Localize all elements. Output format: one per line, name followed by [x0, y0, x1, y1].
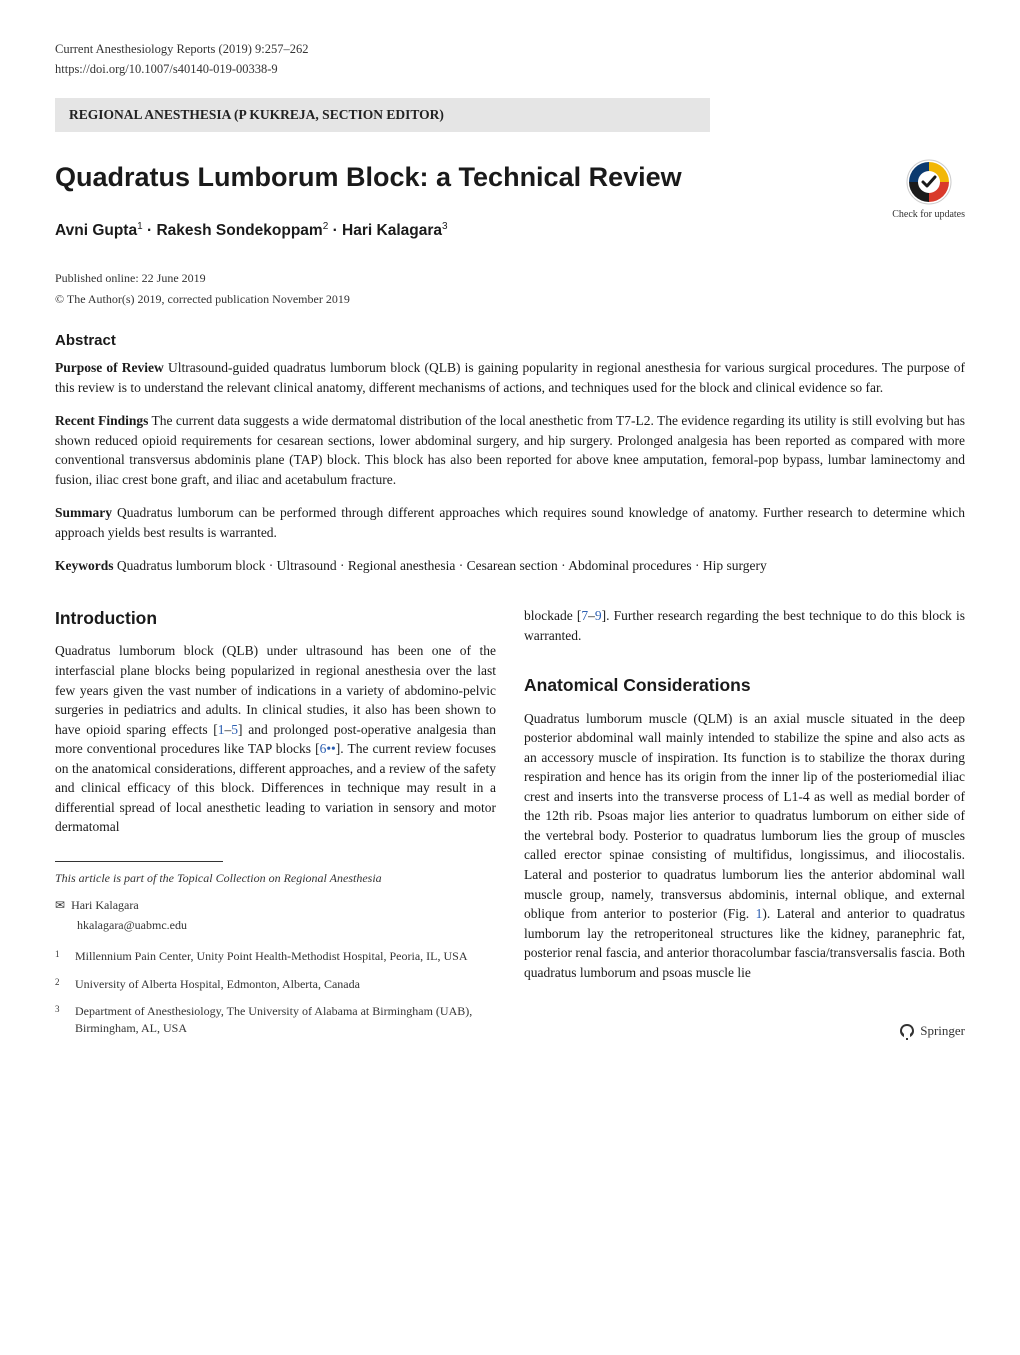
copyright-line: © The Author(s) 2019, corrected publicat…	[55, 291, 965, 308]
affil-2-text: University of Alberta Hospital, Edmonton…	[75, 977, 360, 991]
footnote-rule	[55, 861, 223, 862]
intro-paragraph-1: Quadratus lumborum block (QLB) under ult…	[55, 641, 496, 837]
keywords-line: Keywords Quadratus lumborum block · Ultr…	[55, 556, 965, 576]
affil-3-text: Department of Anesthesiology, The Univer…	[75, 1004, 472, 1035]
abstract-purpose: Purpose of Review Ultrasound-guided quad…	[55, 358, 965, 397]
ref-9[interactable]: 9	[595, 608, 602, 623]
affil-3-num: 3	[55, 1003, 60, 1016]
ref-dash-2: –	[588, 608, 595, 623]
springer-icon	[898, 1023, 916, 1041]
anat-paragraph-1: Quadratus lumborum muscle (QLM) is an ax…	[524, 709, 965, 983]
ref-1[interactable]: 1	[218, 722, 225, 737]
author-2: Rakesh Sondekoppam	[156, 222, 322, 239]
publisher-footer: Springer	[524, 1022, 965, 1041]
corresponding-author: ✉ Hari Kalagara	[55, 897, 496, 914]
author-3-aff: 3	[442, 221, 448, 232]
intro-heading: Introduction	[55, 606, 496, 631]
abstract-purpose-text: Ultrasound-guided quadratus lumborum blo…	[55, 360, 965, 395]
abstract-purpose-label: Purpose of Review	[55, 360, 164, 375]
affil-1-text: Millennium Pain Center, Unity Point Heal…	[75, 949, 467, 963]
check-updates-label: Check for updates	[892, 209, 965, 220]
intro-text-1d: blockade [	[524, 608, 581, 623]
abstract-summary: Summary Quadratus lumborum can be perfor…	[55, 503, 965, 542]
published-date: Published online: 22 June 2019	[55, 270, 965, 287]
corresponding-author-email: hkalagara@uabmc.edu	[77, 917, 496, 934]
anat-heading: Anatomical Considerations	[524, 673, 965, 698]
crossmark-icon	[905, 158, 953, 206]
affiliation-1: 1 Millennium Pain Center, Unity Point He…	[55, 948, 496, 965]
abstract-recent-text: The current data suggests a wide dermato…	[55, 413, 965, 487]
author-sep-2: ·	[328, 222, 342, 239]
author-3: Hari Kalagara	[342, 222, 442, 239]
authors-line: Avni Gupta1 · Rakesh Sondekoppam2 · Hari…	[55, 220, 965, 243]
abstract-recent: Recent Findings The current data suggest…	[55, 411, 965, 489]
topical-note-text: This article is part of the Topical Coll…	[55, 871, 382, 885]
keywords-text: Quadratus lumborum block · Ultrasound · …	[114, 558, 767, 573]
article-title: Quadratus Lumborum Block: a Technical Re…	[55, 158, 682, 197]
affiliation-3: 3 Department of Anesthesiology, The Univ…	[55, 1003, 496, 1038]
abstract-summary-label: Summary	[55, 505, 112, 520]
author-sep-1: ·	[143, 222, 157, 239]
topical-note: This article is part of the Topical Coll…	[55, 870, 496, 887]
abstract-summary-text: Quadratus lumborum can be performed thro…	[55, 505, 965, 540]
affiliation-2: 2 University of Alberta Hospital, Edmont…	[55, 976, 496, 993]
check-updates-badge[interactable]: Check for updates	[892, 158, 965, 220]
keywords-label: Keywords	[55, 558, 114, 573]
doi-line: https://doi.org/10.1007/s40140-019-00338…	[55, 60, 965, 78]
abstract-recent-label: Recent Findings	[55, 413, 148, 428]
intro-paragraph-1-cont: blockade [7–9]. Further research regardi…	[524, 606, 965, 645]
section-banner: REGIONAL ANESTHESIA (P KUKREJA, SECTION …	[55, 98, 710, 132]
journal-line: Current Anesthesiology Reports (2019) 9:…	[55, 40, 965, 58]
affil-1-num: 1	[55, 948, 60, 961]
author-1: Avni Gupta	[55, 222, 137, 239]
left-column: Introduction Quadratus lumborum block (Q…	[55, 606, 496, 1048]
ref-6[interactable]: 6••	[320, 741, 336, 756]
abstract-heading: Abstract	[55, 330, 965, 352]
right-column: blockade [7–9]. Further research regardi…	[524, 606, 965, 1048]
envelope-icon: ✉	[55, 898, 65, 912]
corresponding-author-name: Hari Kalagara	[71, 898, 139, 912]
anat-text-1a: Quadratus lumborum muscle (QLM) is an ax…	[524, 711, 965, 922]
affil-2-num: 2	[55, 976, 60, 989]
publisher-name: Springer	[920, 1023, 965, 1038]
